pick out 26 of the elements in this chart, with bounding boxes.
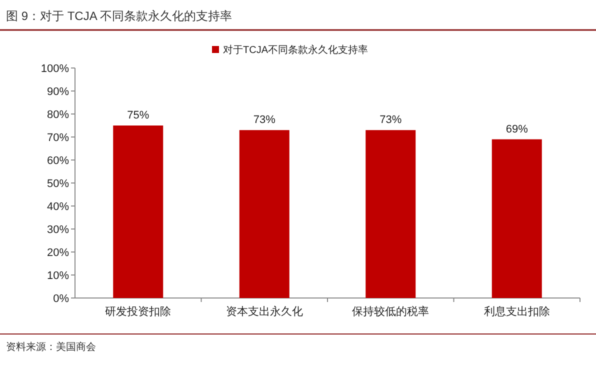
data-label: 69%	[506, 123, 528, 136]
y-tick-label: 60%	[46, 155, 70, 167]
x-tick-label: 资本支出永久化	[226, 305, 303, 318]
y-tick-label: 80%	[46, 109, 70, 121]
bar	[366, 130, 416, 298]
y-tick-label: 100%	[40, 63, 70, 75]
x-tick-label: 利息支出扣除	[484, 305, 550, 318]
y-tick-label: 30%	[46, 224, 70, 236]
data-label: 73%	[380, 114, 402, 126]
x-tick-label: 研发投资扣除	[105, 306, 172, 318]
legend-label: 对于TCJA不同条款永久化支持率	[223, 44, 368, 56]
y-tick-label: 20%	[46, 247, 70, 259]
y-tick-label: 10%	[46, 270, 70, 282]
y-tick-label: 40%	[46, 201, 70, 213]
x-tick-label: 保持较低的税率	[352, 305, 430, 318]
bar	[113, 126, 164, 298]
chart-title: 图 9：对于 TCJA 不同条款永久化的支持率	[6, 9, 232, 23]
y-tick-label: 70%	[46, 132, 70, 144]
bar	[492, 139, 542, 298]
text: 资料来源：美国商会	[6, 341, 96, 353]
bar	[239, 130, 290, 298]
y-tick-label: 0%	[53, 293, 70, 305]
y-tick-label: 90%	[46, 86, 70, 98]
data-label: 73%	[253, 114, 276, 126]
y-tick-label: 50%	[46, 178, 70, 190]
data-label: 75%	[127, 110, 150, 122]
